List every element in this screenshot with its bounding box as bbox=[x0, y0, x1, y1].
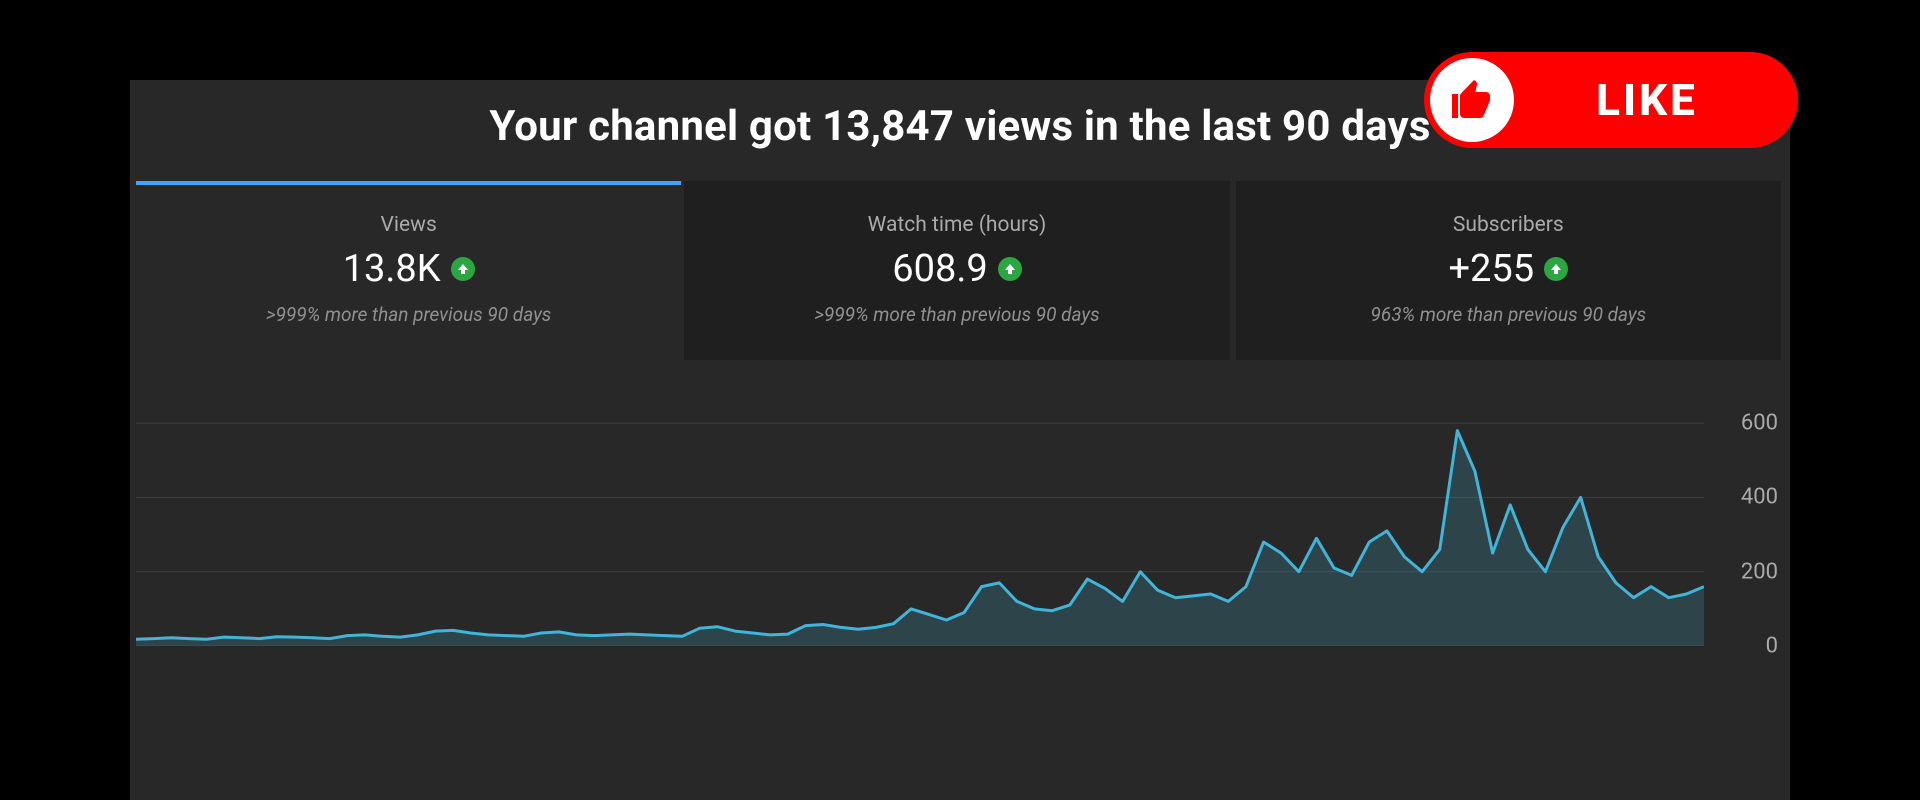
chart-y-axis: 600 400 200 0 bbox=[1708, 386, 1790, 646]
ytick-label: 0 bbox=[1766, 634, 1778, 659]
trend-up-icon bbox=[1544, 257, 1568, 281]
tab-watch-time[interactable]: Watch time (hours) 608.9 >999% more than… bbox=[684, 181, 1229, 360]
tab-subscribers[interactable]: Subscribers +255 963% more than previous… bbox=[1236, 181, 1781, 360]
ytick-label: 200 bbox=[1741, 559, 1778, 584]
metric-tabs: Views 13.8K >999% more than previous 90 … bbox=[130, 181, 1790, 360]
analytics-panel: Your channel got 13,847 views in the las… bbox=[130, 80, 1790, 800]
ytick-label: 600 bbox=[1741, 411, 1778, 436]
tab-value: 13.8K bbox=[343, 247, 441, 291]
trend-up-icon bbox=[998, 257, 1022, 281]
thumbs-up-icon bbox=[1430, 58, 1514, 142]
tab-compare-text: >999% more than previous 90 days bbox=[694, 303, 1219, 326]
tab-value-row: 13.8K bbox=[146, 247, 671, 291]
like-button[interactable]: LIKE bbox=[1424, 52, 1798, 148]
tab-label: Watch time (hours) bbox=[694, 213, 1219, 237]
tab-value-row: +255 bbox=[1246, 247, 1771, 291]
tab-views[interactable]: Views 13.8K >999% more than previous 90 … bbox=[136, 181, 681, 360]
tab-value-row: 608.9 bbox=[694, 247, 1219, 291]
tab-compare-text: >999% more than previous 90 days bbox=[146, 303, 671, 326]
tab-label: Views bbox=[146, 213, 671, 237]
tab-label: Subscribers bbox=[1246, 213, 1771, 237]
tab-value: 608.9 bbox=[892, 247, 987, 291]
chart-svg bbox=[136, 386, 1704, 646]
trend-up-icon bbox=[451, 257, 475, 281]
views-chart: 600 400 200 0 bbox=[130, 386, 1790, 646]
tab-compare-text: 963% more than previous 90 days bbox=[1246, 303, 1771, 326]
ytick-label: 400 bbox=[1741, 485, 1778, 510]
like-label: LIKE bbox=[1514, 74, 1798, 126]
tab-value: +255 bbox=[1449, 247, 1535, 291]
